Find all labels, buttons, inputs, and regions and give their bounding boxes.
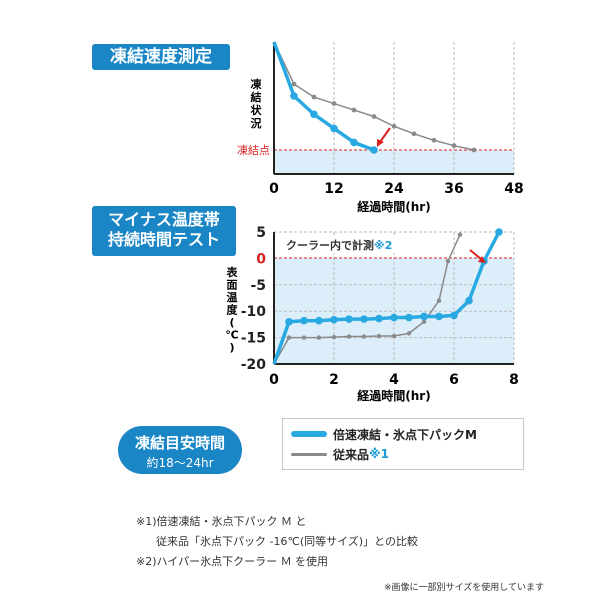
freeze-time-title: 凍結目安時間	[134, 434, 225, 452]
freeze-time-badge: 凍結目安時間 約18〜24hr	[118, 426, 242, 474]
chart2-heading: マイナス温度帯 持続時間テスト	[92, 206, 236, 256]
svg-text:状: 状	[251, 103, 263, 117]
chart2-heading-line2: 持続時間テスト	[107, 230, 220, 249]
chart1-point-conventional	[331, 101, 337, 106]
chart1-point-product	[330, 124, 338, 133]
legend-swatch-conventional	[291, 452, 327, 456]
chart1-x-tick-label: 24	[384, 181, 404, 197]
chart1-x-tick-label: 0	[269, 181, 279, 197]
chart1-point-conventional	[291, 81, 297, 87]
chart1-point-conventional	[451, 143, 457, 149]
footnotes: ※1)倍速凍結・氷点下パック Ｍ と 従来品「氷点下パック -16℃(同等サイズ…	[136, 512, 418, 572]
chart1-point-product	[350, 138, 358, 147]
chart1-point-conventional	[411, 131, 417, 137]
chart1-point-product	[310, 110, 318, 119]
chart1-point-conventional	[431, 137, 437, 143]
chart1-point-conventional	[311, 94, 317, 100]
chart1-x-axis-label: 経過時間(hr)	[357, 199, 430, 214]
chart1-freeze-label: 凍結点	[237, 143, 270, 157]
chart1-series-line-conventional	[273, 41, 475, 151]
legend-item-conventional: 従来品 ※1	[291, 445, 389, 463]
chart2-heading-line1: マイナス温度帯	[108, 210, 220, 229]
chart1-x-tick-label: 36	[444, 181, 463, 197]
footnote-1b: 従来品「氷点下パック -16℃(同等サイズ)」との比較	[156, 535, 418, 548]
chart1-point-product	[370, 146, 378, 154]
freeze-time-value: 約18〜24hr	[146, 456, 214, 470]
chart1-x-tick-label: 48	[504, 181, 523, 197]
chart1-point-conventional	[351, 107, 357, 113]
chart1-point-conventional	[371, 114, 377, 119]
svg-text:結: 結	[251, 90, 262, 104]
legend-label-product: 倍速凍結・氷点下パックM	[333, 427, 477, 442]
chart1-point-conventional	[391, 123, 397, 129]
legend: 倍速凍結・氷点下パックM 従来品 ※1	[282, 418, 524, 470]
legend-swatch-product	[291, 431, 327, 437]
footnote-1a: ※1)倍速凍結・氷点下パック Ｍ と	[136, 515, 307, 528]
legend-label-conventional-note: ※1	[369, 447, 390, 461]
svg-text:凍: 凍	[251, 77, 263, 91]
legend-label-conventional: 従来品	[333, 447, 370, 462]
chart1-series-line-product	[272, 41, 375, 152]
chart1-heading: 凍結速度測定	[92, 44, 230, 70]
footnote-image-size: ※画像に一部別サイズを使用しています	[383, 583, 544, 593]
chart1-point-conventional	[471, 147, 477, 153]
chart1-freeze-arrow	[377, 127, 391, 147]
legend-item-product: 倍速凍結・氷点下パックM	[291, 425, 477, 443]
svg-text:況: 況	[251, 116, 262, 130]
chart1-point-product	[290, 92, 298, 100]
footnote-2: ※2)ハイパー氷点下クーラー Ｍ を使用	[136, 555, 329, 568]
chart1-x-tick-label: 12	[324, 181, 343, 197]
